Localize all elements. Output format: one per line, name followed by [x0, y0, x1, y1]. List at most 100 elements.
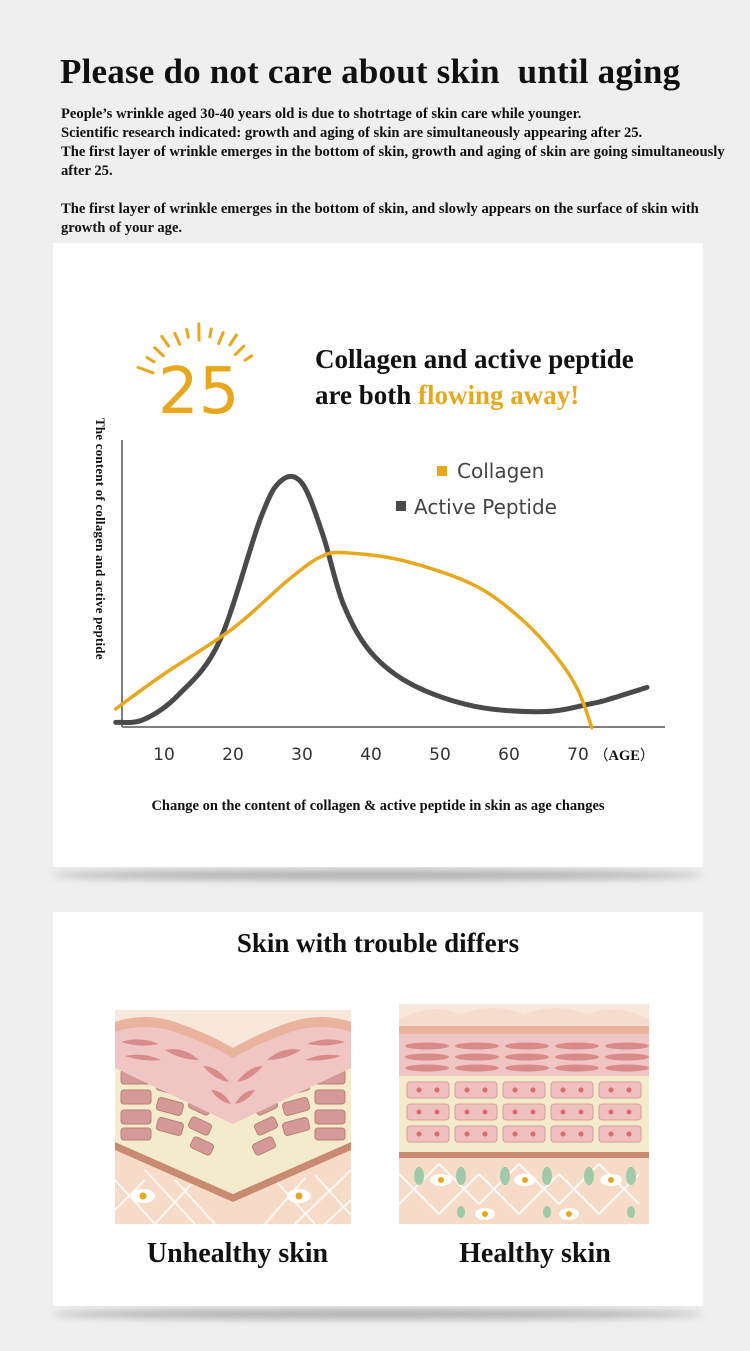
- legend-label-collagen: Collagen: [457, 459, 544, 483]
- cell-nucleus: [578, 1131, 584, 1137]
- x-tick-label: 40: [360, 745, 382, 765]
- x-tick-label: 50: [429, 745, 451, 765]
- page-title: Please do not care about skin until agin…: [60, 52, 681, 91]
- cell-nucleus: [416, 1131, 422, 1137]
- sunburst-ray: [185, 328, 190, 339]
- headline-highlight: flowing away!: [418, 380, 579, 410]
- cell-nucleus: [464, 1131, 470, 1137]
- cell-nucleus: [482, 1087, 488, 1093]
- headline-exclaim: !: [570, 380, 580, 410]
- intro-text: People’s wrinkle aged 30-40 years old is…: [61, 105, 741, 238]
- sunburst-ray: [233, 344, 246, 357]
- cell-nucleus: [434, 1087, 440, 1093]
- cell-nucleus: [464, 1087, 470, 1093]
- cell-nucleus: [560, 1131, 566, 1137]
- cell-nucleus: [626, 1131, 632, 1137]
- sunburst-icon: [136, 322, 254, 375]
- card-shadow: [52, 870, 702, 880]
- chart-headline: Collagen and active peptide are both flo…: [315, 341, 634, 413]
- skin-cell: [550, 1103, 594, 1121]
- headline-prefix: are both: [315, 380, 419, 410]
- x-tick-label: 70: [567, 745, 589, 765]
- unhealthy-skin-illustration: [115, 1010, 351, 1224]
- intro-paragraph: The first layer of wrinkle emerges in th…: [61, 201, 699, 236]
- cell-nucleus: [482, 1109, 488, 1115]
- comparison-title: Skin with trouble differs: [236, 928, 520, 958]
- cell-nucleus: [560, 1087, 566, 1093]
- sunburst-ray: [217, 331, 225, 346]
- cell-nucleus: [530, 1131, 536, 1137]
- age-25-badge: 25: [136, 322, 254, 420]
- y-axis-label: The content of collagen and active pepti…: [93, 418, 108, 660]
- unhealthy-skin-label: Unhealthy skin: [146, 1238, 329, 1269]
- x-tick-label: 60: [498, 745, 520, 765]
- x-tick-label: 10: [153, 745, 175, 765]
- sunburst-ray: [136, 365, 155, 375]
- skin-cell: [502, 1103, 546, 1121]
- age-badge-number: 25: [158, 355, 239, 420]
- headline-line-2: are both flowing away!: [315, 377, 634, 413]
- sunburst-ray: [153, 346, 165, 358]
- x-tick-label: 20: [222, 745, 244, 765]
- sunburst-ray: [160, 334, 171, 348]
- cell-nucleus: [560, 1109, 566, 1115]
- intro-paragraph: People’s wrinkle aged 30-40 years old is…: [61, 106, 582, 122]
- cell-nucleus: [626, 1109, 632, 1115]
- intro-paragraph: Scientific research indicated: growth an…: [61, 125, 643, 141]
- sunburst-ray: [173, 331, 182, 346]
- headline-highlight-text: flowing away: [418, 380, 571, 410]
- cell-nucleus: [416, 1109, 422, 1115]
- skin-cell: [502, 1125, 546, 1143]
- cell-nucleus: [530, 1087, 536, 1093]
- x-axis-label-text: AGE: [608, 748, 640, 764]
- cell-nucleus: [464, 1109, 470, 1115]
- skin-cell: [406, 1081, 450, 1099]
- skin-cell: [454, 1081, 498, 1099]
- skin-cell: [406, 1125, 450, 1143]
- cell-nucleus: [416, 1087, 422, 1093]
- cell-nucleus: [608, 1087, 614, 1093]
- skin-cell: [598, 1125, 642, 1143]
- cell-nucleus: [578, 1109, 584, 1115]
- line-chart: 10 20 30 40 50 60 70 Collagen Active Peptide: [113, 440, 665, 765]
- healthy-skin-label: Healthy skin: [459, 1238, 611, 1269]
- cell-nucleus: [482, 1131, 488, 1137]
- intro-paragraph: The first layer of wrinkle emerges in th…: [61, 144, 725, 179]
- skin-cell: [598, 1103, 642, 1121]
- legend-swatch-active-peptide: [396, 501, 406, 511]
- legend-label-active-peptide: Active Peptide: [414, 495, 557, 519]
- skin-cell: [454, 1103, 498, 1121]
- headline-line-1: Collagen and active peptide: [315, 344, 634, 374]
- card-shadow: [52, 1309, 702, 1319]
- cell-nucleus: [578, 1087, 584, 1093]
- skin-cell: [406, 1103, 450, 1121]
- chart-caption: Change on the content of collagen & acti…: [151, 798, 605, 814]
- healthy-skin-illustration: [399, 1004, 649, 1224]
- cell-nucleus: [512, 1131, 518, 1137]
- cell-nucleus: [530, 1109, 536, 1115]
- paren-open: （: [594, 748, 609, 764]
- skin-cell: [550, 1125, 594, 1143]
- legend-swatch-collagen: [437, 466, 447, 476]
- sunburst-ray: [208, 327, 213, 339]
- skin-cell: [454, 1125, 498, 1143]
- sunburst-ray: [228, 333, 238, 347]
- cell-nucleus: [512, 1109, 518, 1115]
- skin-cell: [502, 1081, 546, 1099]
- skin-cell: [598, 1081, 642, 1099]
- x-tick-label: 30: [291, 745, 313, 765]
- cell-nucleus: [434, 1131, 440, 1137]
- series-line-collagen: [113, 550, 594, 730]
- cell-nucleus: [608, 1131, 614, 1137]
- sunburst-ray: [243, 354, 254, 362]
- cell-nucleus: [512, 1087, 518, 1093]
- cell-nucleus: [608, 1109, 614, 1115]
- sunburst-ray: [145, 356, 156, 364]
- skin-cell: [550, 1081, 594, 1099]
- series-line-active-peptide: [113, 473, 650, 726]
- legend: Collagen Active Peptide: [396, 459, 557, 519]
- cell-nucleus: [626, 1087, 632, 1093]
- x-axis-label: （AGE）: [594, 744, 654, 765]
- cell-nucleus: [434, 1109, 440, 1115]
- paren-close: ）: [639, 748, 655, 764]
